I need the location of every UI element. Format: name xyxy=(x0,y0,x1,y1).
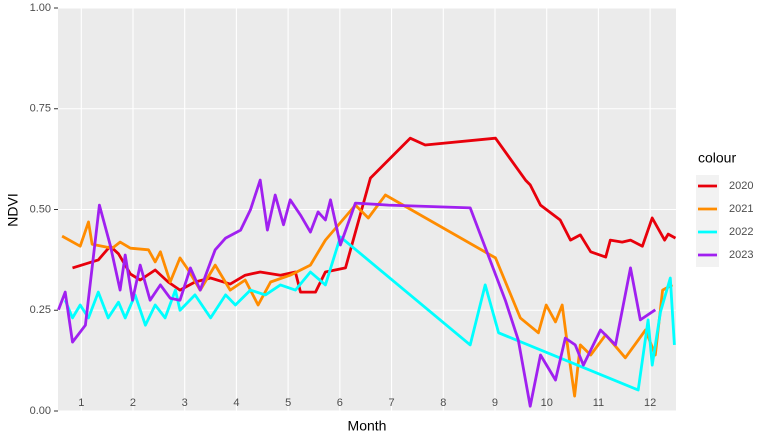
series-line xyxy=(61,193,674,398)
x-tick-label: 2 xyxy=(130,397,136,409)
y-axis-title: NDVI xyxy=(5,193,21,226)
legend-title: colour xyxy=(698,150,736,166)
x-tick-label: 10 xyxy=(541,397,553,409)
x-tick-label: 5 xyxy=(285,397,291,409)
x-tick-label: 1 xyxy=(78,397,84,409)
x-tick-label: 11 xyxy=(593,397,604,409)
x-tick-label: 8 xyxy=(440,397,446,409)
x-tick-label: 7 xyxy=(389,397,395,409)
x-tick-label: 3 xyxy=(182,397,188,409)
y-tick-label: 0.00 xyxy=(30,405,51,417)
y-tick-label: 1.00 xyxy=(30,2,51,14)
legend-label: 2021 xyxy=(729,203,753,215)
series-line xyxy=(72,136,677,294)
x-tick-label: 6 xyxy=(337,397,343,409)
y-tick-label: 0.25 xyxy=(30,304,51,316)
y-tick-label: 0.75 xyxy=(30,103,51,115)
legend-label: 2020 xyxy=(729,180,753,192)
series-line xyxy=(57,178,657,408)
legend-label: 2023 xyxy=(729,249,753,261)
y-tick-label: 0.50 xyxy=(30,203,51,215)
x-tick-label: 4 xyxy=(233,397,239,409)
x-tick-label: 9 xyxy=(492,397,498,409)
series-line xyxy=(63,235,676,392)
legend-label: 2022 xyxy=(729,226,753,238)
x-tick-label: 12 xyxy=(644,397,656,409)
x-axis-title: Month xyxy=(348,418,387,434)
